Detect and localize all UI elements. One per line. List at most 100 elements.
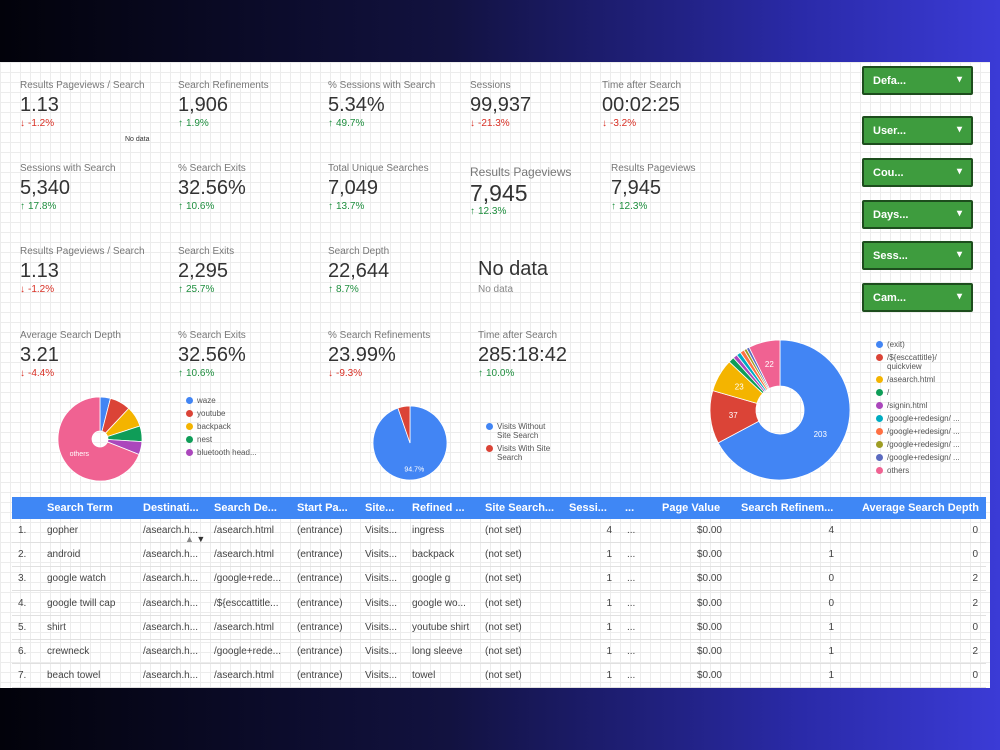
table-cell: shirt (47, 621, 66, 633)
legend: waze youtube backpack nest bluetooth head... (186, 396, 276, 457)
column-header[interactable]: Search De... (214, 502, 277, 514)
legend-pager[interactable]: ▲ ▼ (185, 534, 206, 544)
legend-item: /${esccattitle}/ quickview (876, 353, 968, 371)
trend-arrow: ↑ (20, 201, 25, 212)
kpi-change: ↑ 8.7% (328, 284, 359, 295)
table-cell: (entrance) (297, 621, 343, 633)
table-cell: 1 (606, 670, 612, 682)
table-cell: 4 (606, 525, 612, 536)
column-header[interactable]: Site Search... (485, 502, 555, 514)
legend-item: /google+redesign/ ... (876, 427, 968, 436)
change-text: -9.3% (336, 368, 363, 379)
legend-swatch (876, 454, 883, 461)
column-header[interactable]: Site... (365, 502, 395, 514)
table-cell: /asearch.h... (143, 670, 199, 682)
table-cell: 1 (828, 621, 834, 633)
kpi-value: 2,295 (178, 260, 229, 282)
table-cell: 2 (972, 597, 978, 609)
column-header[interactable]: Search Term (47, 502, 113, 514)
trend-arrow: ↓ (602, 118, 607, 129)
table-cell: $0.00 (696, 573, 722, 585)
legend-swatch (186, 449, 193, 456)
slice-label: 94.7% (404, 467, 424, 474)
row-divider (12, 687, 986, 688)
column-header[interactable]: Page Value (662, 502, 721, 514)
table-cell: google g (412, 573, 451, 585)
table-cell: 4 (828, 525, 834, 536)
legend: (exit) /${esccattitle}/ quickview/asearch… (876, 340, 968, 475)
filter-button[interactable]: Sess... ▾ (862, 241, 973, 270)
row-divider (12, 566, 986, 568)
data-table: Search Term Destinati... Search De... Start… (12, 497, 986, 688)
legend-item: /google+redesign/ ... (876, 414, 968, 423)
table-cell: /asearch.html (214, 621, 275, 633)
kpi-change: ↑ 25.7% (178, 284, 214, 295)
table-cell: 0 (828, 597, 834, 609)
legend-item: backpack (186, 422, 276, 431)
column-header[interactable]: ... (625, 502, 635, 514)
table-cell: (not set) (485, 597, 522, 609)
filter-button[interactable]: Days... ▾ (862, 200, 973, 229)
legend-item: youtube (186, 409, 276, 418)
legend-item: Visits With Site Search (486, 444, 556, 462)
filter-label: Cam... (873, 292, 907, 304)
legend-label: Visits Without Site Search (497, 422, 546, 440)
change-text: -1.2% (28, 118, 55, 129)
table-cell: ... (627, 646, 636, 657)
caret: ▾ (956, 249, 962, 260)
kpi-value: 99,937 (470, 94, 532, 116)
table-header (12, 497, 986, 519)
column-header[interactable]: Destinati... (143, 502, 199, 514)
table-cell: (not set) (485, 670, 522, 682)
column-header[interactable]: Search Refinem... (741, 502, 834, 514)
kpi-value: 22,644 (328, 260, 390, 282)
kpi-change: ↑ 49.7% (328, 118, 364, 129)
legend-swatch (876, 441, 883, 448)
legend-swatch (876, 467, 883, 474)
filter-button[interactable]: Defa... ▾ (862, 66, 973, 95)
table-cell: gopher (47, 525, 79, 536)
table-cell: $0.00 (696, 646, 722, 657)
filter-label: Defa... (873, 75, 907, 87)
table-cell: /${esccattitle... (214, 597, 279, 609)
filter-button[interactable]: User... ▾ (862, 116, 973, 145)
column-header[interactable]: Sessi... (569, 502, 607, 514)
caret: ▾ (956, 291, 962, 302)
table-cell: 6. (18, 646, 27, 657)
filter-button[interactable]: Cou... ▾ (862, 158, 973, 187)
column-header[interactable]: Start Pa... (297, 502, 348, 514)
table-cell: (not set) (485, 621, 522, 633)
table-cell: google twill cap (47, 597, 116, 609)
kpi-value: 5,340 (20, 177, 71, 199)
legend-label: /google+redesign/ ... (887, 440, 960, 449)
table-cell: (entrance) (297, 646, 343, 657)
table-cell: google watch (47, 573, 106, 585)
slice-label: others (70, 451, 90, 458)
kpi-change: ↑ 10.6% (178, 201, 214, 212)
legend-swatch (876, 389, 883, 396)
legend: Visits Without Site Search Visits With Si… (486, 422, 556, 462)
kpi-change: ↓ -3.2% (602, 118, 636, 129)
column-header[interactable]: Refined ... (412, 502, 465, 514)
legend-label: / (887, 388, 890, 397)
filter-label: Sess... (873, 250, 908, 262)
table-cell: 1 (606, 573, 612, 585)
kpi-value: 1.13 (20, 94, 59, 116)
row-divider (12, 638, 986, 640)
kpi-label: Results Pageviews / Search (20, 246, 145, 257)
legend-swatch (876, 354, 883, 361)
table-cell: /asearch.h... (143, 525, 199, 536)
legend-label: (exit) (887, 340, 905, 349)
table-cell: /asearch.h... (143, 597, 199, 609)
row-divider (12, 614, 986, 616)
table-cell: android (47, 549, 81, 561)
kpi-change: ↓ -1.2% (20, 284, 54, 295)
table-cell: 2. (18, 549, 27, 561)
table-cell: ... (627, 670, 636, 682)
filter-button[interactable]: Cam... ▾ (862, 283, 973, 312)
kpi-value: 23.99% (328, 344, 396, 366)
table-cell: 0 (972, 525, 978, 536)
column-header[interactable]: Average Search Depth (862, 502, 979, 514)
legend-label: /google+redesign/ ... (887, 427, 960, 436)
legend-label: youtube (197, 409, 226, 418)
